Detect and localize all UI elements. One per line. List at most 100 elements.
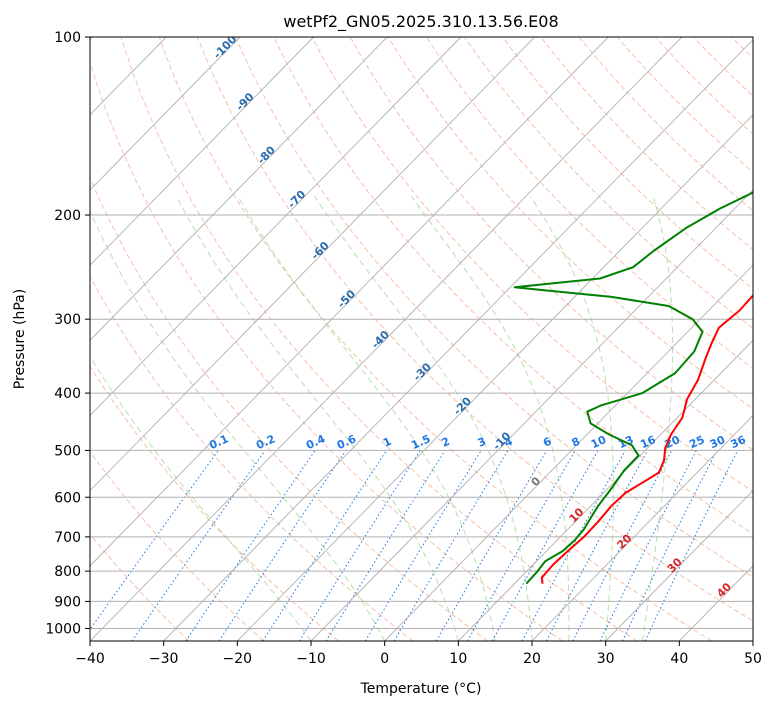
moist-adiabat [237,196,496,641]
y-tick-label: 1000 [45,621,81,637]
mixing-ratio-label: 20 [663,433,683,451]
isotherm-label: -50 [335,287,358,311]
mixing-ratio-label: 2 [440,435,452,450]
dry-adiabat [502,37,753,290]
mixing-ratio-line [599,450,697,641]
mixing-ratio-label: 0.4 [304,432,327,452]
x-axis: −40 −30 −20 −10 0 10 20 30 40 50 [75,641,762,667]
mixing-ratio-label: 0.6 [335,432,358,452]
isotherm-line [90,37,314,266]
mixing-ratio-label: 16 [638,433,658,451]
mixing-ratio-label: 30 [708,433,728,451]
x-tick-label: 10 [449,651,467,667]
isotherm-label: -20 [451,394,474,418]
isotherm-line [310,189,753,641]
dry-adiabat [235,37,753,578]
isotherm-label: 20 [614,531,634,551]
isotherm-line [458,339,753,641]
isotherm-line [90,37,388,341]
x-tick-label: −30 [149,651,179,667]
moist-adiabat [176,196,459,641]
dry-adiabat [349,37,753,451]
isotherm-line [90,37,241,191]
x-tick-label: 20 [523,651,541,667]
mixing-ratio-line [621,450,718,641]
background-lines [90,37,775,641]
dry-adiabat [120,37,638,641]
chart-title: wetPf2_GN05.2025.310.13.56.E08 [283,12,558,32]
dry-adiabat [90,176,488,641]
isotherm-label: -80 [255,143,278,167]
dry-adiabat [90,533,190,641]
isotherm-line [90,37,535,492]
y-tick-label: 400 [54,386,81,402]
isotherm-label: -70 [285,188,308,212]
x-tick-label: 0 [380,651,389,667]
isotherm-line [679,565,753,641]
y-tick-label: 300 [54,312,81,328]
dry-adiabat [387,37,753,410]
dry-adiabat [158,37,712,641]
mixing-ratio-line [185,450,316,641]
dry-adiabat [578,37,753,212]
mixing-ratio-label: 1 [381,435,393,450]
x-tick-label: 40 [670,651,688,667]
isotherm-label: 0 [529,474,544,489]
moist-adiabat [642,196,674,641]
x-tick-label: −10 [296,651,326,667]
dewpoint-line [513,191,753,585]
dry-adiabat [464,37,753,329]
y-tick-label: 900 [54,594,81,610]
dry-adiabat [616,37,753,173]
dry-adiabat [90,275,414,641]
isotherm-line [90,37,683,641]
mixing-ratio-line [262,450,388,641]
moist-adiabat [529,196,614,641]
plot-frame [89,36,754,642]
isotherm-line [384,264,753,641]
x-tick-label: 30 [597,651,615,667]
y-tick-label: 500 [54,443,81,459]
y-axis-label: Pressure (hPa) [12,289,28,389]
isotherm-label: -60 [309,239,332,263]
dry-adiabat [311,37,753,493]
mixing-ratio-label: 0.2 [254,432,277,452]
profile-lines [513,191,753,585]
dry-adiabat [90,60,563,641]
mixing-ratio-line [218,450,347,641]
mixing-ratio-line [90,450,219,631]
temperature-line [540,293,753,584]
x-tick-label: −40 [75,651,105,667]
isotherm-label: 10 [567,505,587,525]
mixing-ratio-line [298,450,421,641]
moist-adiabat [90,209,386,641]
isotherm-line [605,490,753,641]
dry-adiabat [770,37,775,641]
x-tick-label: 50 [744,651,762,667]
mixing-ratio-line [364,450,482,641]
x-tick-label: −20 [223,651,253,667]
mixing-ratio-line [467,450,576,641]
isotherm-line [752,640,753,641]
y-tick-label: 600 [54,490,81,506]
dry-adiabat [90,450,264,641]
isotherm-label: 40 [714,580,734,600]
mixing-ratio-label: 25 [687,433,706,451]
mixing-ratio-line [491,450,599,641]
y-tick-label: 700 [54,530,81,546]
x-axis-label: Temperature (°C) [360,681,482,697]
isotherm-label: 30 [665,555,685,575]
y-tick-label: 100 [54,30,81,46]
isotherm-line [163,38,753,641]
mixing-ratio-label: 36 [729,433,749,451]
mixing-ratio-label: 1.5 [409,432,432,452]
dry-adiabat [90,365,339,641]
mixing-ratio-line [545,450,648,641]
mixing-ratio-line [131,450,266,641]
mixing-ratio-line [325,450,446,641]
dry-adiabat [654,37,753,135]
dry-adiabat [196,37,753,622]
y-axis: 1000 900 800 700 600 500 400 300 200 100 [45,30,90,637]
y-tick-label: 200 [54,208,81,224]
